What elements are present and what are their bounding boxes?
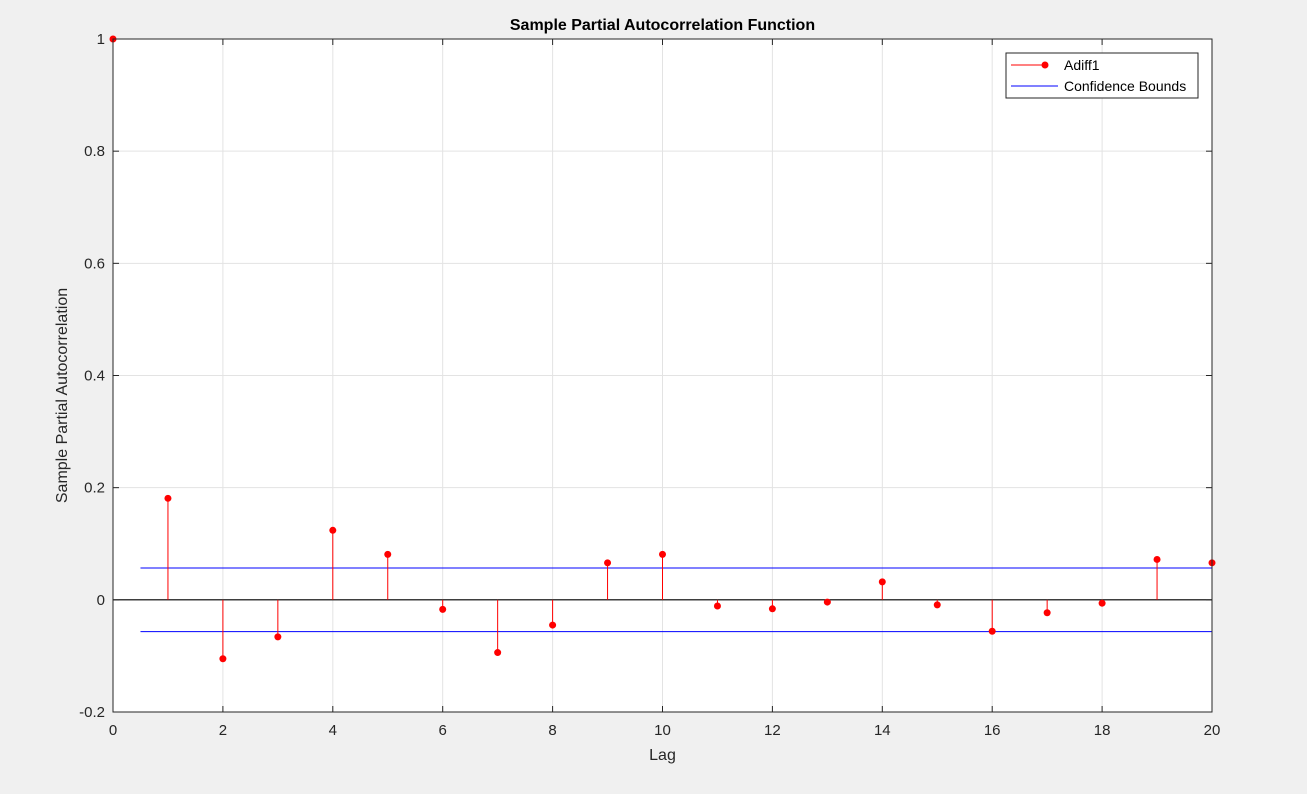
stem-marker: [659, 550, 666, 558]
y-axis-label: Sample Partial Autocorrelation: [54, 288, 71, 503]
stem-marker: [823, 598, 831, 606]
x-axis-label: Lag: [649, 747, 676, 764]
chart-title: Sample Partial Autocorrelation Function: [510, 17, 815, 34]
stem-marker: [713, 602, 721, 610]
legend-label-adiff1: Adiff1: [1064, 57, 1100, 73]
y-tick-label: -0.2: [79, 704, 105, 721]
legend-label-confidence-bounds: Confidence Bounds: [1064, 78, 1186, 94]
stem-marker: [878, 578, 886, 586]
x-tick-label: 12: [764, 722, 781, 739]
stem-marker: [1153, 555, 1161, 563]
x-tick-label: 4: [329, 722, 337, 739]
y-tick-label: 0.8: [84, 143, 105, 160]
x-tick-label: 20: [1204, 722, 1221, 739]
stem-marker: [768, 605, 776, 613]
stem-marker: [164, 494, 172, 502]
stem-marker: [549, 621, 557, 629]
stem-marker: [1043, 609, 1051, 617]
x-tick-label: 2: [219, 722, 227, 739]
x-tick-label: 6: [439, 722, 447, 739]
x-tick-label: 8: [548, 722, 556, 739]
y-tick-label: 0.2: [84, 480, 105, 497]
y-tick-label: 0: [97, 592, 105, 609]
stem-marker: [439, 605, 447, 613]
axis-ticks: 0 2 4 6 8 10 12 14 16 18 20-0.200.20.40.60.81: [79, 31, 1220, 739]
legend[interactable]: Adiff1 Confidence Bounds: [1005, 52, 1199, 99]
y-tick-label: 1: [97, 31, 105, 48]
y-tick-label: 0.4: [84, 368, 105, 385]
legend-box: [1005, 52, 1199, 99]
x-tick-label: 18: [1094, 722, 1111, 739]
x-tick-label: 14: [874, 722, 891, 739]
legend-stem-marker: [1041, 61, 1049, 69]
stem-marker: [1098, 599, 1106, 607]
y-tick-label: 0.6: [84, 255, 105, 272]
x-tick-label: 0: [109, 722, 117, 739]
stem-marker: [384, 550, 392, 558]
stem-marker: [933, 601, 941, 609]
stem-marker: [988, 627, 996, 635]
x-tick-label: 16: [984, 722, 1001, 739]
stem-marker: [329, 526, 337, 534]
stem-marker: [604, 559, 612, 567]
x-tick-label: 10: [654, 722, 671, 739]
stem-marker: [274, 633, 282, 641]
stem-marker: [494, 649, 502, 657]
stem-marker: [219, 655, 227, 663]
